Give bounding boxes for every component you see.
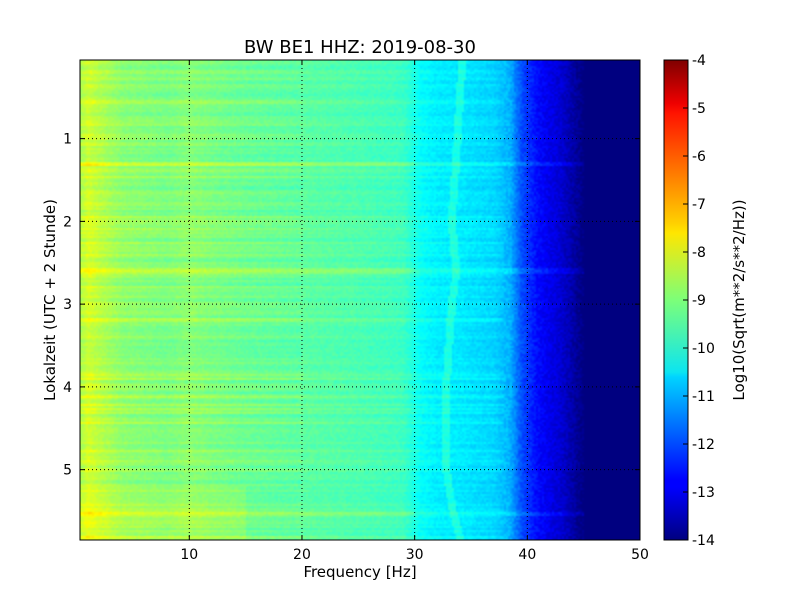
colorbar-ticks: -4 -5 -6 -7 -8 -9 -10 -11 -12 -13 -14 (683, 53, 715, 549)
colorbar-tick-label-5: -9 (692, 293, 706, 309)
colorbar-tick-label-3: -7 (692, 197, 706, 213)
colorbar-tick-label-10: -14 (692, 533, 715, 549)
y-tick-label-1: 1 (63, 132, 72, 148)
x-tick-label-30: 30 (406, 547, 424, 563)
colorbar-tick-label-2: -6 (692, 149, 706, 165)
colorbar-tick-label-8: -12 (692, 437, 715, 453)
y-axis: 1 2 3 4 5 (63, 132, 640, 479)
chart-title: BW BE1 HHZ: 2019-08-30 (244, 37, 476, 58)
x-axis-label: Frequency [Hz] (303, 563, 416, 581)
grid-lines (80, 60, 640, 540)
colorbar-tick-label-7: -11 (692, 389, 715, 405)
y-tick-label-4: 4 (63, 380, 72, 396)
colorbar-tick-label-0: -4 (692, 53, 706, 69)
x-tick-label-20: 20 (293, 547, 311, 563)
colorbar: -4 -5 -6 -7 -8 -9 -10 -11 -12 -13 -14 Log10(Sqrt(m… (663, 53, 748, 549)
x-tick-label-50: 50 (631, 547, 649, 563)
y-tick-label-5: 5 (63, 463, 72, 479)
y-tick-label-3: 3 (63, 297, 72, 313)
colorbar-tick-label-1: -5 (692, 101, 706, 117)
y-axis-label: Lokalzeit (UTC + 2 Stunde) (41, 199, 59, 401)
colorbar-tick-label-9: -13 (692, 485, 715, 501)
plot-area (79, 59, 641, 541)
colorbar-tick-label-4: -8 (692, 245, 706, 261)
x-axis: 10 20 30 40 50 (180, 60, 649, 563)
x-tick-label-10: 10 (180, 547, 198, 563)
x-tick-label-40: 40 (518, 547, 536, 563)
colorbar-label: Log10(Sqrt(m**2/s**2/Hz)) (730, 199, 748, 400)
spectrogram-heatmap (80, 60, 640, 540)
y-tick-label-2: 2 (63, 214, 72, 230)
colorbar-tick-label-6: -10 (692, 341, 715, 357)
plot-frame (79, 59, 641, 541)
